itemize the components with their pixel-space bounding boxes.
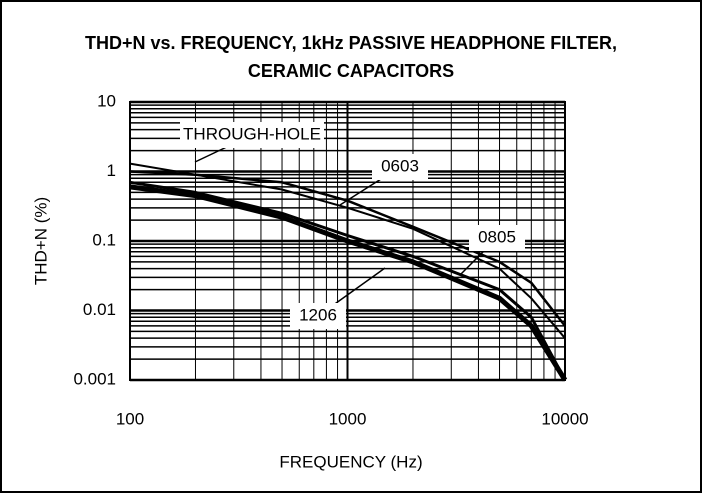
y-tick-label: 0.01 xyxy=(83,300,116,319)
series-label: 0603 xyxy=(381,156,419,175)
y-tick-label: 1 xyxy=(107,161,116,180)
series-label: 0805 xyxy=(478,227,516,246)
series-line xyxy=(129,180,567,381)
annotation-box xyxy=(372,154,428,180)
chart-title: CERAMIC CAPACITORS xyxy=(248,61,454,81)
x-axis-label: FREQUENCY (Hz) xyxy=(279,452,422,471)
series-label: 1206 xyxy=(299,305,337,324)
annotation-box xyxy=(290,303,346,329)
y-tick-label: 0.001 xyxy=(73,369,116,388)
chart-title: THD+N vs. FREQUENCY, 1kHz PASSIVE HEADPH… xyxy=(85,33,617,53)
series-line xyxy=(129,184,568,382)
x-tick-label: 10000 xyxy=(541,409,588,428)
annotation-box xyxy=(469,225,525,251)
y-tick-label: 0.1 xyxy=(92,230,116,249)
y-tick-label: 10 xyxy=(97,91,116,110)
y-axis-label: THD+N (%) xyxy=(31,197,50,285)
annotation-box xyxy=(180,122,324,148)
series-label: THROUGH-HOLE xyxy=(183,124,321,143)
series-line xyxy=(129,170,566,327)
x-tick-label: 100 xyxy=(116,409,144,428)
x-tick-label: 1000 xyxy=(329,409,367,428)
